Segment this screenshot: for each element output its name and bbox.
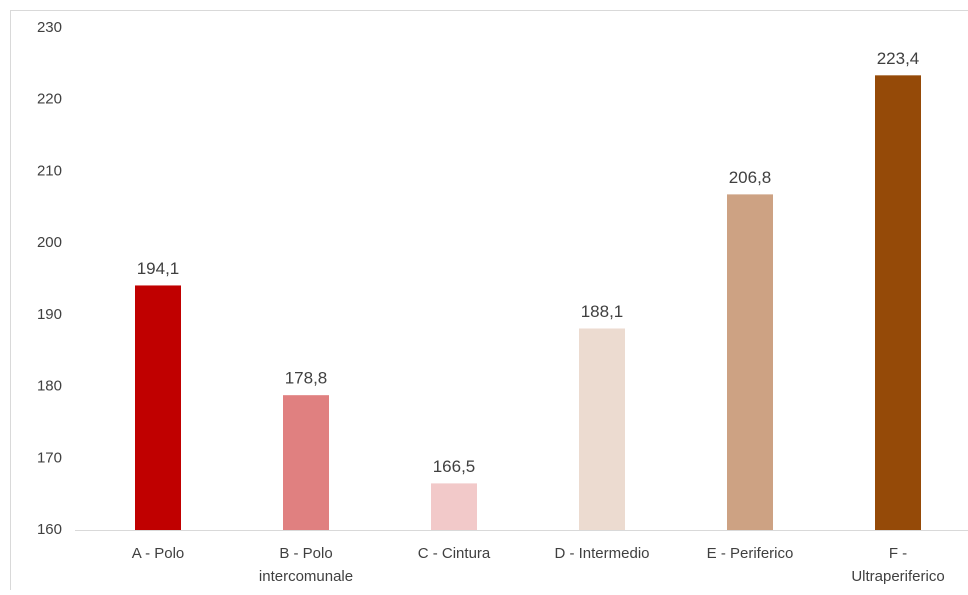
x-tick-label: A - Polo <box>132 545 185 562</box>
value-label: 223,4 <box>877 49 920 68</box>
bar <box>579 328 625 530</box>
x-tick-label: D - Intermedio <box>554 545 649 562</box>
y-tick-label: 170 <box>37 449 62 466</box>
x-tick-label: C - Cintura <box>418 545 491 562</box>
bar <box>727 194 773 530</box>
value-label: 178,8 <box>285 369 328 388</box>
bar <box>135 285 181 530</box>
y-tick-label: 230 <box>37 19 62 36</box>
y-tick-label: 180 <box>37 378 62 395</box>
bar <box>283 395 329 530</box>
value-label: 206,8 <box>729 168 772 187</box>
y-tick-label: 210 <box>37 162 62 179</box>
value-label: 194,1 <box>137 259 180 278</box>
x-tick-label: F -Ultraperiferico <box>851 545 944 585</box>
value-label: 166,5 <box>433 457 476 476</box>
bar <box>875 75 921 530</box>
y-tick-label: 160 <box>37 521 62 538</box>
y-tick-label: 200 <box>37 234 62 251</box>
y-tick-label: 190 <box>37 306 62 323</box>
y-tick-label: 220 <box>37 91 62 108</box>
value-label: 188,1 <box>581 302 624 321</box>
x-tick-label: E - Periferico <box>707 545 794 562</box>
bar <box>431 483 477 530</box>
